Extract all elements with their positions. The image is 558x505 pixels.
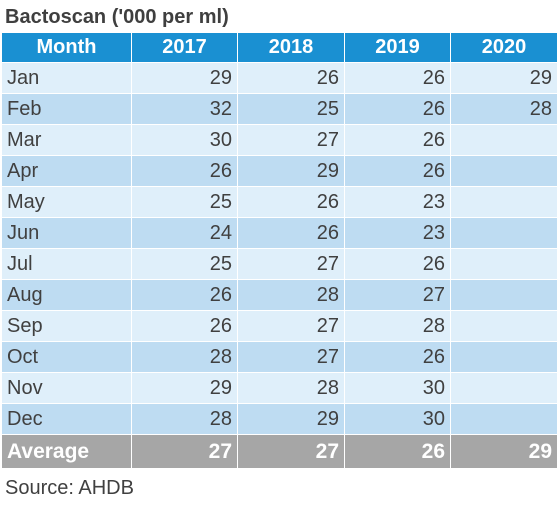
header-month: Month (1, 32, 132, 63)
month-cell: Jan (1, 62, 132, 94)
value-cell-2017: 25 (131, 248, 238, 280)
table-row: Oct 28 27 26 (1, 341, 558, 373)
value-cell-2018: 29 (237, 403, 345, 435)
table-row: Jan 29 26 26 29 (1, 62, 558, 94)
value-cell-2020 (450, 124, 558, 156)
table-row: Dec 28 29 30 (1, 403, 558, 435)
value-cell-2017: 26 (131, 279, 238, 311)
value-cell-2019: 26 (344, 93, 451, 125)
average-2019: 26 (344, 434, 451, 469)
source-note: Source: AHDB (5, 477, 134, 499)
value-cell-2020 (450, 372, 558, 404)
value-cell-2020: 29 (450, 62, 558, 94)
value-cell-2020 (450, 310, 558, 342)
table-row: Jun 24 26 23 (1, 217, 558, 249)
month-cell: Aug (1, 279, 132, 311)
month-cell: Nov (1, 372, 132, 404)
value-cell-2020 (450, 186, 558, 218)
table-row: Feb 32 25 26 28 (1, 93, 558, 125)
value-cell-2020 (450, 341, 558, 373)
average-label: Average (1, 434, 132, 469)
value-cell-2019: 27 (344, 279, 451, 311)
value-cell-2019: 28 (344, 310, 451, 342)
table-row: Aug 26 28 27 (1, 279, 558, 311)
value-cell-2018: 28 (237, 279, 345, 311)
average-row: Average 27 27 26 29 (1, 434, 558, 469)
value-cell-2020 (450, 155, 558, 187)
value-cell-2017: 25 (131, 186, 238, 218)
value-cell-2020 (450, 217, 558, 249)
header-2020: 2020 (450, 32, 558, 63)
value-cell-2018: 27 (237, 341, 345, 373)
header-2019: 2019 (344, 32, 451, 63)
table-row: Mar 30 27 26 (1, 124, 558, 156)
value-cell-2019: 26 (344, 155, 451, 187)
value-cell-2018: 27 (237, 124, 345, 156)
month-cell: May (1, 186, 132, 218)
month-cell: Apr (1, 155, 132, 187)
value-cell-2017: 32 (131, 93, 238, 125)
header-2017: 2017 (131, 32, 238, 63)
header-2018: 2018 (237, 32, 345, 63)
value-cell-2020 (450, 403, 558, 435)
value-cell-2020: 28 (450, 93, 558, 125)
month-cell: Jun (1, 217, 132, 249)
month-cell: Jul (1, 248, 132, 280)
value-cell-2017: 30 (131, 124, 238, 156)
value-cell-2020 (450, 248, 558, 280)
table-row: Apr 26 29 26 (1, 155, 558, 187)
month-cell: Sep (1, 310, 132, 342)
value-cell-2019: 26 (344, 248, 451, 280)
month-cell: Oct (1, 341, 132, 373)
value-cell-2019: 30 (344, 403, 451, 435)
value-cell-2017: 28 (131, 403, 238, 435)
value-cell-2018: 29 (237, 155, 345, 187)
value-cell-2020 (450, 279, 558, 311)
value-cell-2019: 30 (344, 372, 451, 404)
value-cell-2017: 26 (131, 310, 238, 342)
value-cell-2017: 28 (131, 341, 238, 373)
bactoscan-table: Month 2017 2018 2019 2020 Jan 29 26 26 29 Feb… (1, 32, 558, 469)
value-cell-2017: 26 (131, 155, 238, 187)
table-row: Nov 29 28 30 (1, 372, 558, 404)
value-cell-2018: 25 (237, 93, 345, 125)
value-cell-2017: 29 (131, 372, 238, 404)
month-cell: Mar (1, 124, 132, 156)
value-cell-2018: 28 (237, 372, 345, 404)
table-row: Jul 25 27 26 (1, 248, 558, 280)
value-cell-2018: 26 (237, 186, 345, 218)
average-2020: 29 (450, 434, 558, 469)
value-cell-2019: 26 (344, 62, 451, 94)
average-2018: 27 (237, 434, 345, 469)
value-cell-2018: 27 (237, 248, 345, 280)
month-cell: Feb (1, 93, 132, 125)
header-row: Month 2017 2018 2019 2020 (1, 32, 558, 63)
table-row: Sep 26 27 28 (1, 310, 558, 342)
value-cell-2018: 26 (237, 62, 345, 94)
table-title: Bactoscan ('000 per ml) (5, 6, 229, 28)
value-cell-2019: 23 (344, 217, 451, 249)
value-cell-2019: 23 (344, 186, 451, 218)
average-2017: 27 (131, 434, 238, 469)
value-cell-2017: 29 (131, 62, 238, 94)
table-row: May 25 26 23 (1, 186, 558, 218)
value-cell-2017: 24 (131, 217, 238, 249)
value-cell-2019: 26 (344, 341, 451, 373)
value-cell-2019: 26 (344, 124, 451, 156)
value-cell-2018: 27 (237, 310, 345, 342)
month-cell: Dec (1, 403, 132, 435)
value-cell-2018: 26 (237, 217, 345, 249)
